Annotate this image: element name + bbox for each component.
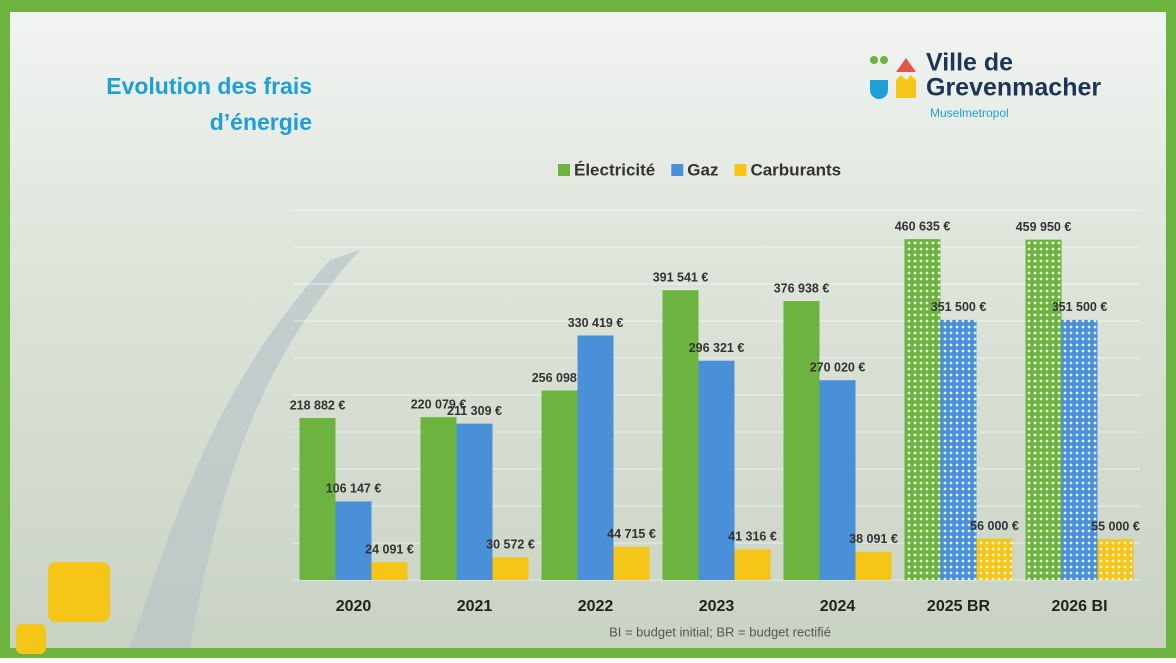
deco-square [16,624,46,654]
bar [977,539,1013,580]
bar [1062,320,1098,580]
value-label: 55 000 € [1091,520,1140,534]
bar [820,380,856,580]
value-label: 391 541 € [653,271,709,285]
bar [735,549,771,580]
value-label: 270 020 € [810,360,866,374]
legend-swatch [671,164,683,176]
value-label: 56 000 € [970,519,1019,533]
bar [856,552,892,580]
x-tick-label: 2026 BI [1051,598,1107,615]
bar [372,562,408,580]
value-label: 376 938 € [774,281,830,295]
legend-swatch [558,164,570,176]
value-label: 459 950 € [1016,220,1072,234]
value-label: 218 882 € [290,398,346,412]
logo-icon [880,56,888,64]
logo-text: Ville de [926,49,1013,77]
value-label: 30 572 € [486,538,535,552]
legend-label: Gaz [687,160,718,179]
bar [784,301,820,580]
x-tick-label: 2021 [457,598,493,615]
bar [457,424,493,580]
value-label: 460 635 € [895,219,951,233]
bar [421,417,457,580]
value-label: 38 091 € [849,532,898,546]
title: d’énergie [210,109,312,135]
x-tick-label: 2024 [820,598,856,615]
bar [905,239,941,580]
value-label: 44 715 € [607,527,656,541]
value-label: 296 321 € [689,341,745,355]
value-label: 41 316 € [728,530,777,544]
bar [1098,539,1134,580]
bar [542,390,578,580]
x-tick-label: 2020 [336,598,372,615]
value-label: 351 500 € [931,300,987,314]
bar [663,290,699,580]
logo-text: Grevenmacher [926,74,1101,102]
logo-icon [870,80,888,99]
bar [1026,240,1062,580]
legend-swatch [734,164,746,176]
x-tick-label: 2023 [699,598,735,615]
bar [336,501,372,580]
value-label: 211 309 € [447,404,502,418]
bar [699,361,735,580]
bar [300,418,336,580]
deco-square [48,562,110,622]
page: Evolution des frais d’énergie Ville de G… [0,0,1176,658]
legend-label: Carburants [750,160,841,179]
bar [578,335,614,580]
value-label: 351 500 € [1052,300,1108,314]
x-tick-label: 2022 [578,598,614,615]
bar [941,320,977,580]
bar [614,547,650,580]
logo-icon [870,56,878,64]
legend-label: Électricité [574,160,655,179]
logo-tagline: Muselmetropol [930,106,1009,120]
value-label: 330 419 € [568,316,624,330]
value-label: 24 091 € [365,542,414,556]
chart: Evolution des frais d’énergie Ville de G… [0,0,1176,658]
value-label: 106 147 € [326,482,382,496]
title: Evolution des frais [106,73,312,99]
x-tick-label: 2025 BR [927,598,991,615]
footnote: BI = budget initial; BR = budget rectifi… [609,624,831,639]
bar [493,557,529,580]
